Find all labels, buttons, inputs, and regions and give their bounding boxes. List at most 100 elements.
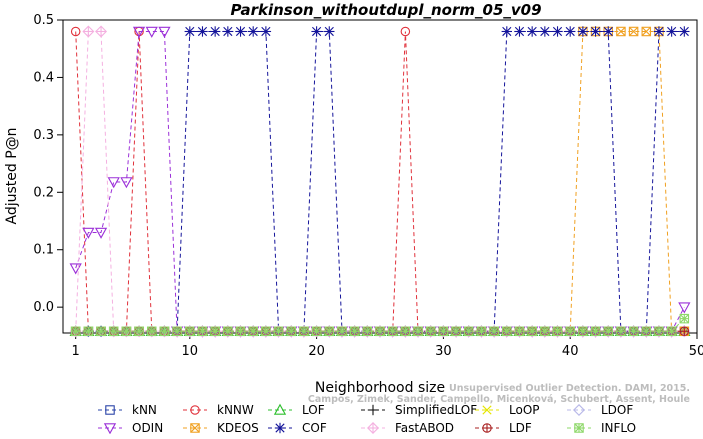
- data-point-knnw: [400, 26, 411, 37]
- data-point-cof: [653, 26, 665, 37]
- data-point-odin: [158, 26, 171, 38]
- data-point-cof: [603, 26, 614, 37]
- data-point-inflo: [349, 326, 360, 337]
- data-point-inflo: [70, 326, 81, 337]
- legend-label-lof: LOF: [302, 403, 325, 417]
- legend-label-odin: ODIN: [132, 421, 163, 434]
- data-point-inflo: [489, 326, 499, 337]
- data-point-inflo: [362, 326, 373, 337]
- data-point-inflo: [83, 326, 94, 337]
- legend-marker-lof: [273, 403, 287, 415]
- data-point-inflo: [134, 326, 144, 337]
- legend-item-loop: LoOP: [475, 403, 540, 417]
- data-point-cof: [311, 26, 322, 37]
- legend-label-ldf: LDF: [509, 421, 532, 434]
- legend-item-simplifiedlof: SimplifiedLOF: [361, 403, 477, 417]
- y-tick-label: 0.4: [33, 70, 54, 85]
- data-point-inflo: [235, 326, 246, 337]
- x-tick-label: 10: [182, 344, 199, 359]
- legend: kNN kNNW LOF SimplifiedLOF LoOP LDOF ODIN KDEOS…: [98, 403, 636, 435]
- data-point-cof: [197, 26, 208, 37]
- legend-label-kdeos: KDEOS: [217, 421, 259, 434]
- x-axis-label: Neighborhood size: [315, 380, 445, 396]
- data-point-odin: [120, 177, 133, 189]
- data-point-cof: [260, 26, 272, 37]
- data-point-inflo: [502, 326, 512, 337]
- data-point-odin: [82, 227, 95, 239]
- y-tick-label: 0.3: [33, 128, 54, 143]
- series-kdeos: [70, 26, 690, 337]
- series-line-kdeos: [75, 31, 685, 332]
- plot-frame: [62, 19, 698, 334]
- data-point-inflo: [540, 326, 550, 337]
- y-tick-label: 0.2: [33, 185, 54, 200]
- legend-label-simplifiedlof: SimplifiedLOF: [395, 403, 477, 417]
- data-point-kdeos: [641, 26, 652, 37]
- data-point-inflo: [387, 326, 398, 337]
- credit-line-1: Unsupervised Outlier Detection. DAMI, 20…: [449, 383, 690, 394]
- legend-label-fastabod: FastABOD: [395, 421, 454, 434]
- data-point-inflo: [273, 326, 284, 337]
- data-point-odin: [145, 26, 158, 38]
- data-point-cof: [539, 26, 551, 37]
- data-point-fastabod: [95, 25, 108, 38]
- data-point-inflo: [603, 326, 613, 337]
- data-point-cof: [590, 26, 601, 37]
- data-point-odin: [107, 177, 120, 189]
- x-tick-label: 30: [435, 344, 452, 359]
- data-point-odin: [678, 302, 691, 314]
- data-point-cof: [679, 26, 690, 37]
- series-layer: [69, 25, 691, 338]
- data-point-inflo: [172, 326, 182, 337]
- data-point-inflo: [210, 326, 220, 337]
- data-point-inflo: [425, 326, 436, 337]
- data-point-inflo: [223, 326, 233, 337]
- data-point-inflo: [248, 326, 258, 337]
- data-point-cof: [514, 26, 525, 37]
- data-point-kdeos: [628, 26, 639, 37]
- data-point-inflo: [616, 326, 626, 337]
- legend-item-kdeos: KDEOS: [183, 421, 259, 435]
- data-point-inflo: [337, 326, 347, 337]
- data-point-inflo: [552, 326, 563, 337]
- legend-marker-kdeos: [190, 423, 200, 433]
- y-tick-label: 0.0: [33, 300, 54, 315]
- data-point-cof: [552, 26, 563, 37]
- series-odin: [69, 26, 691, 338]
- data-point-cof: [222, 26, 234, 37]
- legend-label-cof: COF: [302, 421, 327, 434]
- data-point-inflo: [159, 326, 170, 337]
- series-line-knnw: [75, 31, 685, 332]
- legend-marker-simplifiedlof: [367, 404, 379, 416]
- data-point-inflo: [324, 326, 335, 337]
- legend-item-cof: COF: [268, 421, 327, 435]
- x-tick-label: 1: [72, 344, 80, 359]
- data-point-inflo: [464, 326, 474, 337]
- series-line-odin: [75, 31, 685, 332]
- legend-item-knn: kNN: [98, 403, 157, 417]
- data-point-cof: [184, 26, 195, 37]
- x-tick-label: 50: [689, 344, 703, 359]
- data-point-inflo: [590, 326, 601, 337]
- legend-marker-cof: [274, 422, 286, 434]
- credit-line-2: Campos, Zimek, Sander, Campello, Micenko…: [308, 394, 690, 405]
- y-tick-label: 0.5: [33, 13, 54, 28]
- legend-label-knn: kNN: [132, 403, 157, 417]
- data-point-inflo: [628, 326, 639, 337]
- legend-label-ldof: LDOF: [601, 403, 633, 417]
- y-tick-label: 0.1: [33, 243, 54, 258]
- x-tick-label: 20: [308, 344, 325, 359]
- legend-item-inflo: INFLO: [567, 421, 636, 435]
- legend-label-knnw: kNNW: [217, 403, 254, 417]
- data-point-odin: [94, 227, 108, 239]
- legend-marker-knn: [105, 405, 115, 415]
- y-axis: 0.0 0.1 0.2 0.3 0.4 0.5: [33, 13, 63, 315]
- data-point-inflo: [654, 326, 664, 337]
- data-point-inflo: [286, 326, 296, 337]
- legend-marker-odin: [103, 423, 117, 435]
- data-point-cof: [209, 26, 221, 37]
- legend-item-lof: LOF: [268, 403, 325, 417]
- data-point-cof: [235, 26, 246, 37]
- chart-title: Parkinson_withoutdupl_norm_05_v09: [230, 1, 541, 19]
